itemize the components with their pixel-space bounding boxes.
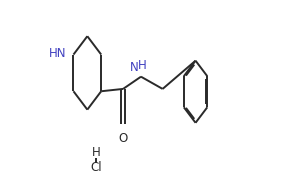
Text: HN: HN [49, 47, 66, 60]
Text: H: H [91, 146, 100, 159]
Text: H: H [138, 59, 146, 72]
Text: O: O [119, 132, 128, 145]
Text: N: N [130, 61, 139, 74]
Text: Cl: Cl [90, 161, 102, 174]
